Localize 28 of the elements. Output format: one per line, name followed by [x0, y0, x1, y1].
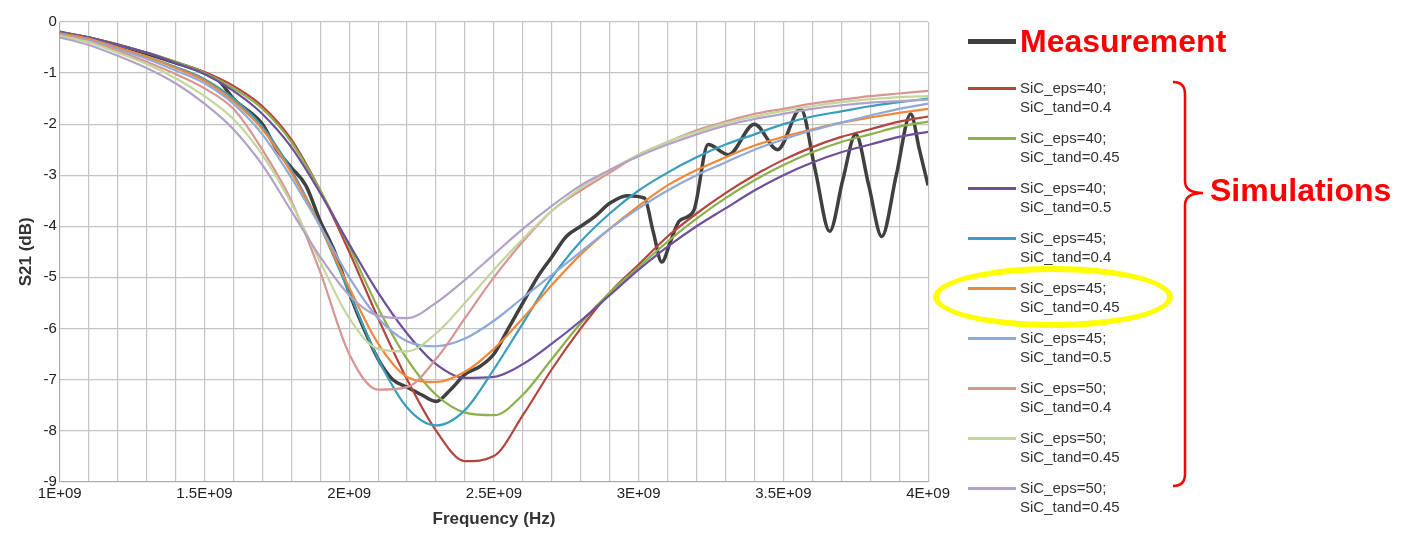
legend-label: SiC_eps=40; SiC_tand=0.5: [1020, 178, 1113, 216]
legend-label: SiC_eps=50; SiC_tand=0.45: [1020, 478, 1121, 516]
x-tick-label: 4E+09: [906, 483, 950, 501]
x-tick-label: 2.5E+09: [465, 483, 523, 501]
legend-label: Measurement: [1020, 22, 1227, 60]
x-tick-label: 2E+09: [327, 483, 372, 501]
y-tick-label: -3: [43, 165, 57, 183]
legend-label: SiC_eps=45; SiC_tand=0.45: [1020, 278, 1121, 316]
y-tick-label: 0: [48, 12, 57, 30]
legend-label: SiC_eps=45; SiC_tand=0.5: [1020, 328, 1113, 366]
y-tick-label: -2: [43, 114, 57, 132]
y-tick-label: -1: [43, 63, 57, 81]
x-tick-label: 3E+09: [616, 483, 661, 501]
y-axis-title: S21 (dB): [15, 217, 35, 287]
y-tick-label: -6: [43, 318, 57, 336]
legend-label: SiC_eps=45; SiC_tand=0.4: [1020, 228, 1113, 266]
y-tick-label: -8: [43, 420, 57, 438]
y-tick-label: -7: [43, 369, 57, 387]
x-tick-label: 1.5E+09: [176, 483, 233, 501]
x-axis-title: Frequency (Hz): [432, 509, 556, 529]
legend-label: SiC_eps=50; SiC_tand=0.45: [1020, 428, 1121, 466]
y-tick-label: -5: [43, 267, 57, 285]
legend-label: SiC_eps=40; SiC_tand=0.4: [1020, 78, 1113, 116]
y-tick-label: -4: [43, 216, 57, 234]
x-tick-label: 3.5E+09: [755, 483, 812, 501]
legend-label: SiC_eps=50; SiC_tand=0.4: [1020, 378, 1113, 416]
legend-label: SiC_eps=40; SiC_tand=0.45: [1020, 128, 1121, 166]
text: Simulations: [1210, 172, 1392, 209]
